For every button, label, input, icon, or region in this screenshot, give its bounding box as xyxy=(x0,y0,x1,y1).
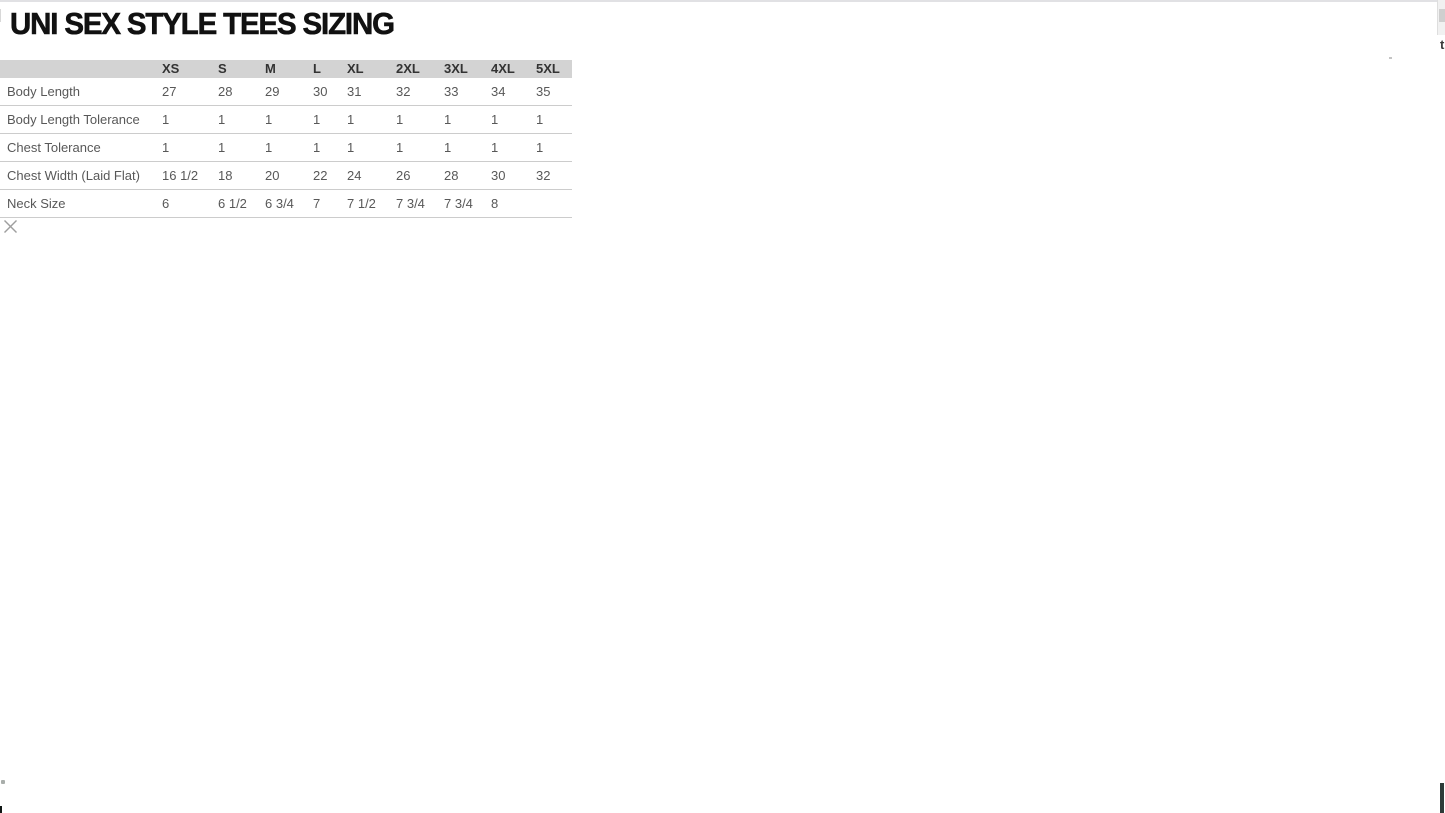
cell-value: 30 xyxy=(484,161,529,190)
header-row: XS S M L XL 2XL 3XL 4XL 5XL xyxy=(0,60,572,78)
cell-value: 1 xyxy=(389,105,437,134)
cell-value: 30 xyxy=(306,78,340,106)
cell-value: 1 xyxy=(258,105,306,134)
cell-value: 28 xyxy=(211,78,258,106)
cell-value: 1 xyxy=(306,133,340,162)
cell-value: 29 xyxy=(258,78,306,106)
cell-value: 28 xyxy=(437,161,484,190)
cell-value: 1 xyxy=(484,105,529,134)
close-icon[interactable] xyxy=(3,219,18,234)
top-edge-divider xyxy=(0,0,1445,2)
cell-value: 32 xyxy=(529,161,572,190)
table-row: Chest Width (Laid Flat) 16 1/2 18 20 22 24 26 2… xyxy=(0,161,572,190)
cell-value: 27 xyxy=(155,78,211,106)
table-body: Body Length 27 28 29 30 31 32 33 34 35 Body Length… xyxy=(0,78,572,218)
column-header: L xyxy=(306,60,340,78)
column-header: S xyxy=(211,60,258,78)
table-row: Body Length Tolerance 1 1 1 1 1 1 1 1 1 xyxy=(0,105,572,134)
cell-value: 1 xyxy=(484,133,529,162)
left-edge-fragment xyxy=(0,9,1,22)
column-header: 2XL xyxy=(389,60,437,78)
cell-value: 8 xyxy=(484,189,529,218)
row-label: Body Length xyxy=(0,78,155,106)
cell-value: 1 xyxy=(437,133,484,162)
column-header: 3XL xyxy=(437,60,484,78)
cell-value: 7 1/2 xyxy=(340,189,389,218)
cell-value: 1 xyxy=(211,133,258,162)
cell-value: 1 xyxy=(211,105,258,134)
cell-value: 1 xyxy=(258,133,306,162)
row-label: Neck Size xyxy=(0,189,155,218)
bottom-left-corner-fragment xyxy=(0,806,2,813)
table-row: Neck Size 6 6 1/2 6 3/4 7 7 1/2 7 3/4 7 3/4 8 xyxy=(0,189,572,218)
bottom-right-bar-fragment xyxy=(1440,783,1444,813)
cell-value: 1 xyxy=(155,105,211,134)
cell-value: 7 xyxy=(306,189,340,218)
cell-value: 1 xyxy=(529,133,572,162)
cell-value: 1 xyxy=(437,105,484,134)
cell-value: 6 1/2 xyxy=(211,189,258,218)
cell-value: 26 xyxy=(389,161,437,190)
cell-value: 31 xyxy=(340,78,389,106)
cell-value: 7 3/4 xyxy=(389,189,437,218)
column-header-empty xyxy=(0,60,155,78)
cell-value: 1 xyxy=(155,133,211,162)
page-title: UNI SEX STYLE TEES SIZING xyxy=(10,6,396,42)
faint-dot-fragment xyxy=(1389,57,1392,59)
column-header: M xyxy=(258,60,306,78)
cell-value: 1 xyxy=(340,133,389,162)
cell-value: 18 xyxy=(211,161,258,190)
row-label: Chest Tolerance xyxy=(0,133,155,162)
cell-value: 20 xyxy=(258,161,306,190)
column-header: XS xyxy=(155,60,211,78)
clipped-text-fragment: t xyxy=(1440,37,1445,52)
cell-value: 6 3/4 xyxy=(258,189,306,218)
sizing-table: XS S M L XL 2XL 3XL 4XL 5XL Body Length 27 28 29 30 3… xyxy=(0,60,572,218)
cell-value xyxy=(529,189,572,218)
scrollbar-thumb[interactable] xyxy=(1439,9,1445,22)
table-row: Body Length 27 28 29 30 31 32 33 34 35 xyxy=(0,78,572,106)
cell-value: 7 3/4 xyxy=(437,189,484,218)
table-row: Chest Tolerance 1 1 1 1 1 1 1 1 1 xyxy=(0,133,572,162)
cell-value: 32 xyxy=(389,78,437,106)
bottom-left-mark xyxy=(1,780,5,784)
cell-value: 33 xyxy=(437,78,484,106)
cell-value: 6 xyxy=(155,189,211,218)
column-header: XL xyxy=(340,60,389,78)
cell-value: 1 xyxy=(306,105,340,134)
row-label: Body Length Tolerance xyxy=(0,105,155,134)
cell-value: 1 xyxy=(389,133,437,162)
cell-value: 1 xyxy=(529,105,572,134)
cell-value: 34 xyxy=(484,78,529,106)
row-label: Chest Width (Laid Flat) xyxy=(0,161,155,190)
cell-value: 35 xyxy=(529,78,572,106)
cell-value: 24 xyxy=(340,161,389,190)
column-header: 5XL xyxy=(529,60,572,78)
cell-value: 1 xyxy=(340,105,389,134)
scrollbar[interactable] xyxy=(1437,0,1445,35)
column-header: 4XL xyxy=(484,60,529,78)
cell-value: 16 1/2 xyxy=(155,161,211,190)
cell-value: 22 xyxy=(306,161,340,190)
x-cross-icon xyxy=(4,220,17,233)
